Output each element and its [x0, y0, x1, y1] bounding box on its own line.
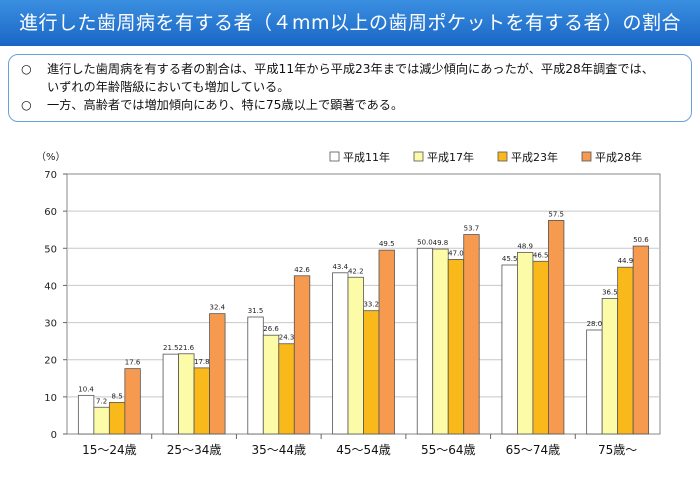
legend-swatch-3: [497, 151, 508, 162]
data-label: 28.0: [587, 320, 603, 328]
bar-4-6: [548, 220, 565, 435]
data-label: 43.4: [332, 263, 348, 271]
legend-swatch-4: [581, 151, 592, 162]
bar-2-1: [93, 406, 110, 435]
bullet-icon: ○: [21, 98, 32, 112]
bar-1-2: [162, 353, 179, 435]
data-label: 36.5: [602, 288, 618, 296]
bar-4-5: [463, 234, 480, 435]
periodontal-bar-chart: 0 10 20 30 40 50 60 70 （%） 10.47.2 8.5 17.6 15～24歳 21…: [36, 150, 661, 457]
legend-swatch-2: [413, 151, 424, 162]
bar-2-7: [601, 298, 619, 435]
y-tick-label: 20: [44, 356, 57, 367]
bar-1-7: [586, 329, 603, 435]
data-label: 45.5: [502, 255, 518, 263]
bar-1-4: [332, 272, 349, 435]
x-tick-label: 45～54歳: [336, 443, 391, 457]
data-label: 49.8: [433, 239, 449, 247]
bar-3-7: [617, 266, 634, 435]
bar-4-3: [293, 275, 311, 435]
summary-text-2: 一方、高齢者では増加傾向にあり、特に75歳以上で顕著である。: [47, 98, 404, 112]
y-tick-label: 10: [44, 393, 57, 404]
bullet-icon: ○: [21, 62, 32, 76]
bar-3-6: [532, 260, 549, 435]
data-label: 42.6: [294, 266, 310, 274]
summary-text-1-continued: いずれの年齢階級においても増加している。: [47, 80, 290, 94]
data-label: 42.2: [348, 267, 364, 275]
data-label: 53.7: [464, 225, 480, 233]
data-label: 57.5: [548, 210, 564, 218]
data-label: 17.6: [125, 359, 141, 367]
data-label: 17.8: [194, 358, 210, 366]
bar-3-1: [108, 402, 126, 435]
y-tick-label: 50: [44, 244, 57, 255]
data-label: 32.4: [210, 304, 226, 312]
y-tick-label: 60: [44, 207, 57, 218]
bar-4-7: [632, 245, 650, 435]
data-label: 33.2: [363, 301, 379, 309]
bar-1-5: [416, 247, 434, 435]
bar-3-2: [193, 367, 210, 435]
data-label: 44.9: [618, 257, 634, 265]
summary-point-2: ○ 一方、高齢者では増加傾向にあり、特に75歳以上で顕著である。: [21, 96, 679, 114]
data-label: 50.6: [633, 236, 649, 244]
x-tick-label: 65～74歳: [506, 443, 561, 457]
bar-2-4: [347, 276, 364, 435]
bar-3-4: [363, 310, 380, 435]
data-label: 47.0: [448, 249, 464, 257]
y-tick-label: 40: [44, 281, 57, 292]
y-tick-label: 0: [51, 430, 57, 441]
bar-3-3: [278, 343, 295, 435]
bar-2-5: [432, 248, 449, 435]
data-label: 8.5: [112, 392, 123, 400]
x-tick-label: 25～34歳: [167, 443, 222, 457]
legend-label-2: 平成17年: [427, 150, 474, 164]
bar-4-1: [124, 368, 141, 435]
data-label: 49.5: [379, 240, 395, 248]
y-tick-label: 30: [44, 319, 57, 330]
data-label: 31.5: [248, 307, 264, 315]
bar-2-3: [262, 334, 280, 435]
x-tick-label: 35～44歳: [252, 443, 307, 457]
data-label: 46.5: [533, 251, 549, 259]
data-label: 7.2: [96, 397, 107, 405]
data-label: 26.6: [263, 325, 279, 333]
legend-label-1: 平成11年: [343, 150, 390, 164]
bar-1-3: [247, 316, 264, 435]
x-tick-label: 15～24歳: [82, 443, 137, 457]
page-title: 進行した歯周病を有する者（４mm以上の歯周ポケットを有する者）の割合: [0, 0, 700, 46]
legend-swatch-1: [329, 151, 340, 162]
bar-4-4: [378, 249, 395, 435]
x-tick-label: 75歳～: [598, 443, 637, 457]
data-label: 24.3: [279, 334, 295, 342]
y-axis-label: （%）: [36, 151, 66, 163]
summary-point-1: ○ 進行した歯周病を有する者の割合は、平成11年から平成23年までは減少傾向にあ…: [21, 60, 679, 78]
data-label: 50.0: [417, 238, 433, 246]
data-label: 48.9: [517, 242, 533, 250]
bar-2-6: [517, 251, 534, 435]
summary-box: ○ 進行した歯周病を有する者の割合は、平成11年から平成23年までは減少傾向にあ…: [8, 54, 692, 122]
x-tick-label: 55～64歳: [421, 443, 476, 457]
bar-3-5: [447, 259, 465, 435]
data-label: 10.4: [78, 385, 94, 393]
y-tick-label: 70: [44, 170, 57, 181]
bar-2-2: [178, 353, 195, 435]
data-label: 21.5: [163, 344, 179, 352]
legend-label-3: 平成23年: [511, 150, 558, 164]
summary-text-1: 進行した歯周病を有する者の割合は、平成11年から平成23年までは減少傾向にあった…: [47, 62, 654, 76]
bar-1-6: [501, 264, 518, 435]
legend-label-4: 平成28年: [595, 150, 642, 164]
data-label: 21.6: [179, 344, 195, 352]
bar-1-1: [77, 394, 95, 435]
bar-4-2: [209, 313, 226, 435]
